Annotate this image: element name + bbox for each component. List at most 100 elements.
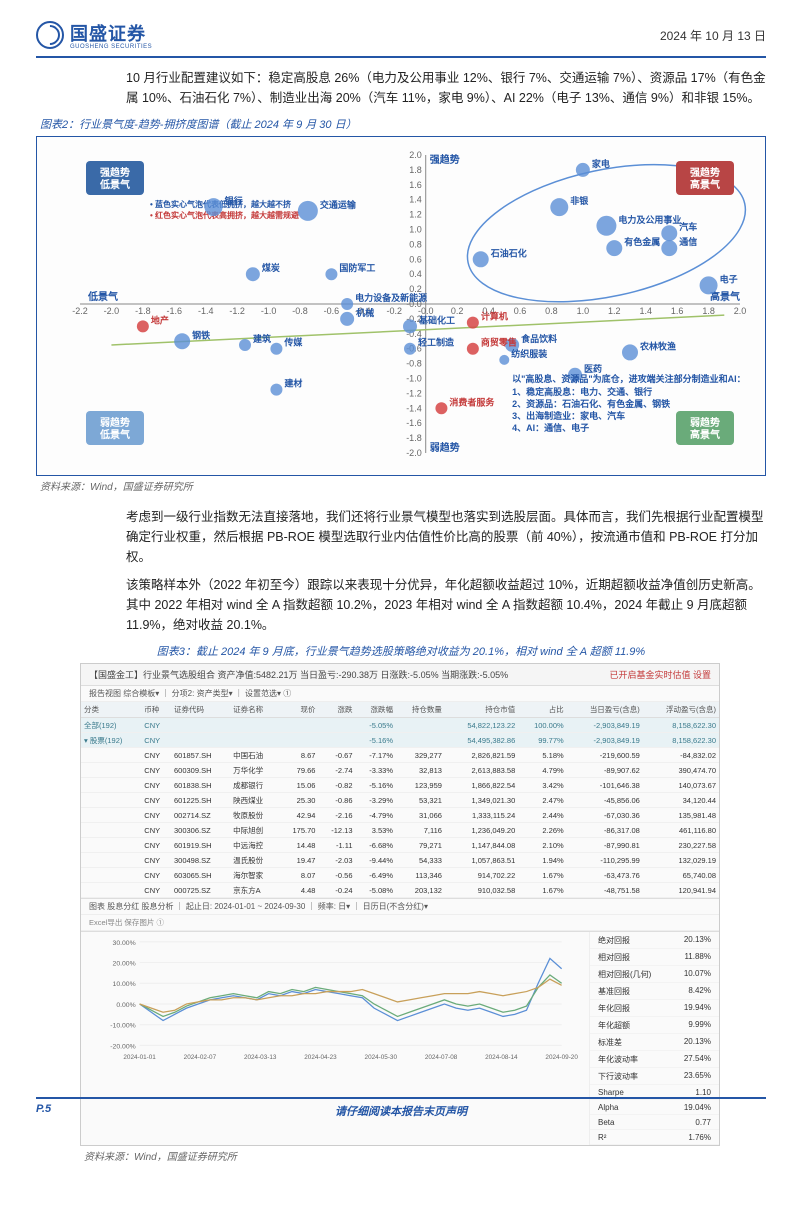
svg-text:汽车: 汽车: [679, 221, 697, 232]
ss-title-text: 【国盛金工】行业景气选股组合 资产净值:5482.21万 当日盈亏:-290.3…: [89, 670, 508, 680]
svg-text:0.6: 0.6: [514, 306, 527, 316]
paragraph-3: 该策略样本外（2022 年初至今）跟踪以来表现十分优异，年化超额收益超过 10%…: [36, 575, 766, 635]
svg-text:4、AI：通信、电子: 4、AI：通信、电子: [512, 422, 589, 433]
svg-text:30.00%: 30.00%: [113, 940, 136, 947]
svg-text:2、资源品：石油石化、有色金属、钢铁: 2、资源品：石油石化、有色金属、钢铁: [512, 398, 670, 409]
svg-text:基础化工: 基础化工: [418, 314, 455, 325]
perf-chart-svg: 30.00% 20.00% 10.00% 0.00% -10.00% -20.00% 202…: [87, 936, 583, 1063]
ss-tab-line: 报告视图 综合模板▾ ｜ 分项2: 资产类型▾ ｜ 设置范选▾ ①: [81, 686, 719, 702]
page-number: P.5: [36, 1103, 51, 1115]
svg-text:2.0: 2.0: [734, 306, 747, 316]
svg-text:1.8: 1.8: [409, 165, 422, 175]
svg-text:非银: 非银: [570, 195, 589, 206]
svg-text:1.0: 1.0: [409, 225, 422, 235]
svg-text:钢铁: 钢铁: [192, 329, 210, 340]
svg-text:0.4: 0.4: [409, 269, 422, 279]
svg-text:医药: 医药: [584, 363, 602, 374]
svg-text:建筑: 建筑: [253, 333, 271, 344]
chart2-container: -2.2-2.0-1.8-1.6-1.4-1.2-1.0-0.8-0.6-0.4…: [36, 136, 766, 476]
brand-logo-icon: [36, 21, 64, 49]
ss-toolbar-right: 已开启基金实时估值 设置: [609, 668, 711, 681]
svg-text:-10.00%: -10.00%: [110, 1023, 135, 1030]
svg-text:-1.4: -1.4: [198, 306, 214, 316]
svg-text:-1.6: -1.6: [406, 418, 422, 428]
holdings-body: 全部(192)CNY-5.05%54,822,123.22100.00%-2,9…: [81, 718, 719, 898]
svg-text:1.4: 1.4: [639, 306, 652, 316]
svg-text:强趋势: 强趋势: [430, 153, 460, 166]
holdings-header-row: 分类币种证券代码证券名称现价涨跌涨跌幅持仓数量持仓市值占比当日盈亏(含息)浮动盈…: [81, 702, 719, 718]
svg-text:2.0: 2.0: [409, 150, 422, 160]
svg-text:-1.8: -1.8: [406, 433, 422, 443]
svg-text:传媒: 传媒: [283, 337, 303, 348]
svg-text:1.6: 1.6: [671, 306, 684, 316]
export-line: Excel导出 保存图片 ①: [81, 915, 719, 931]
page-header: 国盛证券 GUOSHENG SECURITIES 2024 年 10 月 13 …: [36, 20, 766, 58]
chart3-source: 资料来源：Wind，国盛证券研究所: [84, 1148, 766, 1163]
svg-text:轻工制造: 轻工制造: [418, 337, 455, 348]
svg-text:农林牧渔: 农林牧渔: [639, 340, 676, 351]
svg-text:煤炭: 煤炭: [262, 262, 280, 273]
svg-text:2024-03-13: 2024-03-13: [244, 1054, 277, 1061]
svg-text:电力设备及新能源: 电力设备及新能源: [355, 292, 427, 303]
logo-area: 国盛证券 GUOSHENG SECURITIES: [36, 20, 152, 50]
svg-text:1.0: 1.0: [577, 306, 590, 316]
svg-text:2024-02-07: 2024-02-07: [184, 1054, 217, 1061]
holdings-table: 分类币种证券代码证券名称现价涨跌涨跌幅持仓数量持仓市值占比当日盈亏(含息)浮动盈…: [81, 702, 719, 898]
svg-text:2024-05-30: 2024-05-30: [365, 1054, 398, 1061]
scatter-chart: -2.2-2.0-1.8-1.6-1.4-1.2-1.0-0.8-0.6-0.4…: [37, 137, 765, 475]
svg-text:通信: 通信: [679, 236, 697, 247]
svg-text:1.6: 1.6: [409, 180, 422, 190]
svg-text:弱趋势: 弱趋势: [690, 416, 720, 429]
svg-text:0.8: 0.8: [545, 306, 558, 316]
svg-text:强趋势: 强趋势: [690, 166, 720, 179]
page-footer: P.5 请仔细阅读本报告末页声明: [36, 1097, 766, 1115]
svg-text:纺织服装: 纺织服装: [511, 348, 548, 359]
svg-text:2024-09-20: 2024-09-20: [545, 1054, 578, 1061]
paragraph-2: 考虑到一级行业指数无法直接落地，我们还将行业景气模型也落实到选股层面。具体而言，…: [36, 507, 766, 567]
chart2-title: 图表2：行业景气度-趋势-拥挤度图谱（截止 2024 年 9 月 30 日）: [40, 116, 766, 132]
svg-text:20.00%: 20.00%: [113, 961, 136, 968]
footer-disclaimer: 请仔细阅读本报告末页声明: [335, 1103, 467, 1119]
intro-paragraph: 10 月行业配置建议如下：稳定高股息 26%（电力及公用事业 12%、银行 7%…: [36, 68, 766, 108]
svg-text:以"高股息、资源品"为底仓，进攻端关注部分制造业和AI：: 以"高股息、资源品"为底仓，进攻端关注部分制造业和AI：: [512, 373, 746, 384]
svg-text:-0.6: -0.6: [324, 306, 340, 316]
svg-text:国防军工: 国防军工: [339, 262, 375, 273]
chart3-title: 图表3：截止 2024 年 9 月底，行业景气趋势选股策略绝对收益为 20.1%…: [36, 643, 766, 659]
svg-text:1.2: 1.2: [608, 306, 621, 316]
svg-text:低景气: 低景气: [99, 178, 130, 191]
svg-text:消费者服务: 消费者服务: [449, 396, 495, 407]
svg-text:-0.8: -0.8: [406, 359, 422, 369]
ss-title: 【国盛金工】行业景气选股组合 资产净值:5482.21万 当日盈亏:-290.3…: [81, 664, 719, 686]
svg-text:石油石化: 石油石化: [490, 247, 527, 258]
svg-text:-1.4: -1.4: [406, 403, 422, 413]
svg-text:高景气: 高景气: [690, 178, 720, 191]
svg-text:家电: 家电: [592, 158, 610, 169]
chart3-screenshot: 【国盛金工】行业景气选股组合 资产净值:5482.21万 当日盈亏:-290.3…: [80, 663, 720, 1146]
svg-text:• 红色实心气泡代表高拥挤，越大越需规避: • 红色实心气泡代表高拥挤，越大越需规避: [150, 210, 299, 220]
svg-text:机械: 机械: [356, 307, 374, 318]
chart-tabs: 图表 股息分红 股息分析 ｜ 起止日: 2024-01-01 ~ 2024-09…: [81, 898, 719, 915]
svg-text:低景气: 低景气: [87, 290, 118, 303]
chart2-source: 资料来源：Wind，国盛证券研究所: [40, 478, 766, 493]
svg-text:3、出海制造业：家电、汽车: 3、出海制造业：家电、汽车: [512, 410, 625, 421]
svg-text:商贸零售: 商贸零售: [481, 337, 517, 348]
svg-text:10.00%: 10.00%: [113, 981, 136, 988]
svg-text:-0.8: -0.8: [292, 306, 308, 316]
svg-text:-2.0: -2.0: [104, 306, 120, 316]
svg-text:0.8: 0.8: [409, 239, 422, 249]
svg-text:电子: 电子: [720, 273, 738, 284]
svg-text:0.00%: 0.00%: [116, 1002, 135, 1009]
svg-text:0.6: 0.6: [409, 254, 422, 264]
svg-text:-1.0: -1.0: [406, 374, 422, 384]
svg-text:-2.0: -2.0: [406, 448, 422, 458]
svg-text:-20.00%: -20.00%: [110, 1043, 135, 1050]
svg-text:-1.2: -1.2: [406, 388, 422, 398]
svg-text:银行: 银行: [225, 195, 243, 206]
svg-text:交通运输: 交通运输: [320, 199, 357, 210]
svg-text:弱趋势: 弱趋势: [100, 416, 130, 429]
svg-text:地产: 地产: [151, 314, 169, 325]
svg-text:电力及公用事业: 电力及公用事业: [618, 214, 681, 225]
svg-text:1.4: 1.4: [409, 195, 422, 205]
svg-text:2024-08-14: 2024-08-14: [485, 1054, 518, 1061]
svg-text:建材: 建材: [284, 378, 302, 389]
